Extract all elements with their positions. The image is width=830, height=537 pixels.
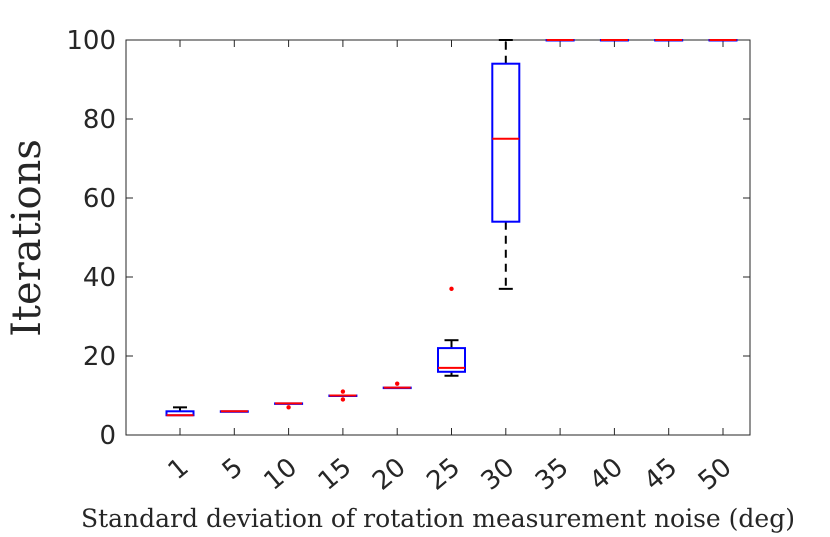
outlier-point bbox=[449, 286, 454, 292]
y-tick-label: 80 bbox=[83, 105, 116, 135]
plot-area bbox=[125, 39, 751, 436]
outlier-point bbox=[395, 381, 400, 386]
box-30 bbox=[491, 39, 521, 290]
box-10 bbox=[274, 402, 304, 410]
outlier-point bbox=[286, 405, 291, 410]
box-40 bbox=[599, 39, 629, 42]
box-50 bbox=[708, 39, 738, 42]
box-35 bbox=[545, 39, 575, 42]
box-series bbox=[165, 39, 738, 417]
box-5 bbox=[219, 410, 249, 413]
x-tick-label: 40 bbox=[584, 452, 629, 496]
plot-frame bbox=[125, 39, 751, 436]
box-iqr bbox=[437, 347, 466, 373]
x-tick-label: 1 bbox=[163, 452, 195, 486]
box-25 bbox=[437, 286, 466, 377]
box-15 bbox=[328, 389, 358, 402]
y-axis-label: Iterations bbox=[4, 139, 50, 337]
box-45 bbox=[654, 39, 684, 42]
outlier-point bbox=[340, 397, 346, 402]
box-iqr bbox=[491, 62, 521, 223]
x-tick-label: 10 bbox=[258, 452, 303, 496]
box-1 bbox=[165, 406, 195, 417]
y-tick-label: 0 bbox=[99, 421, 116, 451]
y-tick-label: 20 bbox=[83, 342, 116, 372]
y-tick-label: 60 bbox=[83, 184, 116, 214]
x-tick-label: 20 bbox=[367, 452, 412, 496]
outlier-point bbox=[340, 389, 346, 394]
x-tick-label: 15 bbox=[313, 452, 358, 496]
x-tick-label: 25 bbox=[421, 452, 466, 496]
y-tick-label: 40 bbox=[83, 263, 116, 293]
x-tick-label: 45 bbox=[639, 452, 684, 496]
x-tick-label: 35 bbox=[530, 452, 575, 496]
x-tick-label: 5 bbox=[217, 452, 249, 486]
x-tick-label: 30 bbox=[476, 452, 521, 496]
x-tick-label: 50 bbox=[693, 452, 738, 496]
y-tick-label: 100 bbox=[66, 26, 116, 56]
y-axis-ticks: 0 20 40 60 80 100 bbox=[66, 26, 750, 451]
box-20 bbox=[382, 381, 412, 390]
x-axis-label: Standard deviation of rotation measureme… bbox=[81, 504, 795, 533]
